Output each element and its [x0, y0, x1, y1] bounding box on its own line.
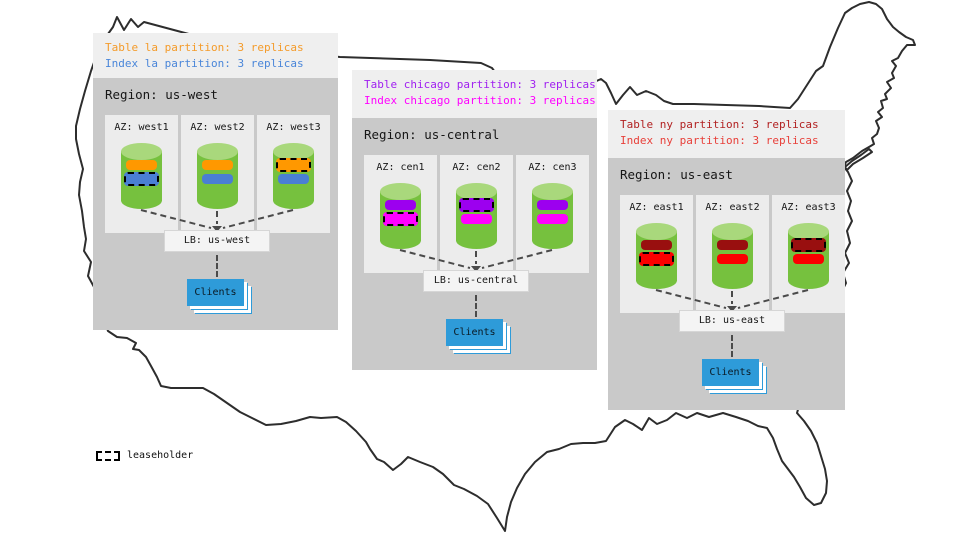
index-partition-note: Index chicago partition: 3 replicas	[364, 94, 596, 107]
az-box-cen3: AZ: cen3	[516, 155, 589, 273]
az-label: AZ: east2	[705, 202, 760, 213]
cylinder-bottom	[456, 232, 497, 249]
az-label: AZ: west3	[266, 122, 321, 133]
cylinder-top	[273, 143, 314, 160]
cylinder-bottom	[380, 232, 421, 249]
table-partition-note: Table chicago partition: 3 replicas	[364, 78, 596, 91]
az-box-west2: AZ: west2	[181, 115, 254, 233]
index-partition-note: Index ny partition: 3 replicas	[620, 134, 819, 147]
index-partition-bar	[639, 252, 674, 266]
annotation-us-east: Table ny partition: 3 replicas Index ny …	[608, 110, 845, 158]
az-box-east3: AZ: east3	[772, 195, 845, 313]
table-partition-note: Table la partition: 3 replicas	[105, 41, 304, 54]
database-cylinder-icon	[121, 143, 162, 209]
az-row: AZ: west1 AZ: west2	[105, 115, 330, 233]
region-title: Region: us-central	[364, 127, 500, 142]
database-cylinder-icon	[456, 183, 497, 249]
cylinder-top	[788, 223, 829, 240]
cylinder-bottom	[121, 192, 162, 209]
az-label: AZ: cen2	[452, 162, 501, 173]
cylinder-bottom	[636, 272, 677, 289]
az-label: AZ: east3	[781, 202, 836, 213]
az-box-west1: AZ: west1	[105, 115, 178, 233]
index-partition-bar	[124, 172, 159, 186]
clients-box: Clients	[702, 359, 759, 386]
cylinder-top	[636, 223, 677, 240]
connector-lines	[655, 289, 809, 312]
database-cylinder-icon	[788, 223, 829, 289]
region-title: Region: us-west	[105, 87, 218, 102]
clients-box: Clients	[187, 279, 244, 306]
database-cylinder-icon	[636, 223, 677, 289]
table-partition-bar	[459, 198, 494, 212]
database-cylinder-icon	[197, 143, 238, 209]
leaseholder-swatch-icon	[96, 450, 120, 461]
legend-label: leaseholder	[127, 450, 194, 461]
load-balancer-box: LB: us-central	[423, 270, 529, 292]
table-partition-bar	[276, 158, 311, 172]
az-box-west3: AZ: west3	[257, 115, 330, 233]
cylinder-top	[380, 183, 421, 200]
cylinder-bottom	[273, 192, 314, 209]
us-map-outline-path	[75, 1, 916, 532]
index-partition-bar	[383, 212, 418, 226]
index-partition-bar	[461, 214, 492, 224]
az-label: AZ: cen1	[376, 162, 425, 173]
index-partition-bar	[202, 174, 233, 184]
az-label: AZ: west1	[114, 122, 169, 133]
lb-clients-link	[731, 335, 733, 357]
region-panel-us-east: Region: us-east AZ: east1 AZ: east2	[608, 158, 845, 410]
table-partition-bar	[126, 160, 157, 170]
table-partition-bar	[791, 238, 826, 252]
region-panel-us-central: Region: us-central AZ: cen1 AZ: cen2	[352, 118, 597, 370]
table-partition-bar	[641, 240, 672, 250]
table-partition-bar	[537, 200, 568, 210]
az-label: AZ: east1	[629, 202, 684, 213]
cylinder-bottom	[532, 232, 573, 249]
load-balancer-box: LB: us-west	[164, 230, 270, 252]
cylinder-top	[712, 223, 753, 240]
index-partition-bar	[717, 254, 748, 264]
region-title: Region: us-east	[620, 167, 733, 182]
database-cylinder-icon	[380, 183, 421, 249]
az-label: AZ: west2	[190, 122, 245, 133]
lb-clients-link	[475, 295, 477, 317]
clients-box: Clients	[446, 319, 503, 346]
lb-clients-link	[216, 255, 218, 277]
az-label: AZ: cen3	[528, 162, 577, 173]
connector-lines	[399, 249, 553, 272]
long-island-outline-path	[844, 148, 873, 171]
cylinder-bottom	[788, 272, 829, 289]
legend: leaseholder	[96, 450, 193, 461]
connector-lines	[140, 209, 294, 232]
database-cylinder-icon	[712, 223, 753, 289]
load-balancer-box: LB: us-east	[679, 310, 785, 332]
az-box-east1: AZ: east1	[620, 195, 693, 313]
cylinder-bottom	[197, 192, 238, 209]
table-partition-bar	[717, 240, 748, 250]
table-partition-note: Table ny partition: 3 replicas	[620, 118, 819, 131]
cylinder-bottom	[712, 272, 753, 289]
database-cylinder-icon	[532, 183, 573, 249]
cylinder-top	[456, 183, 497, 200]
az-box-cen1: AZ: cen1	[364, 155, 437, 273]
index-partition-bar	[793, 254, 824, 264]
table-partition-bar	[202, 160, 233, 170]
cylinder-top	[532, 183, 573, 200]
table-partition-bar	[385, 200, 416, 210]
cylinder-top	[197, 143, 238, 160]
annotation-us-west: Table la partition: 3 replicas Index la …	[93, 33, 338, 78]
region-panel-us-west: Region: us-west AZ: west1 AZ: west2	[93, 78, 338, 330]
annotation-us-central: Table chicago partition: 3 replicas Inde…	[352, 70, 597, 118]
index-partition-bar	[537, 214, 568, 224]
cylinder-top	[121, 143, 162, 160]
index-partition-note: Index la partition: 3 replicas	[105, 57, 304, 70]
database-cylinder-icon	[273, 143, 314, 209]
index-partition-bar	[278, 174, 309, 184]
